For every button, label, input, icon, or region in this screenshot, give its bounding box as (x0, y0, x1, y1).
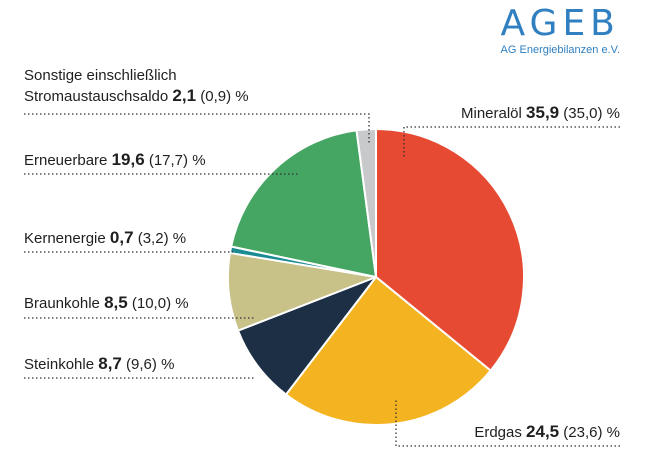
slice-sonstige (355, 128, 377, 278)
label-kernenergie-prev: (3,2) (137, 230, 169, 247)
slice-mineraloel (375, 128, 526, 372)
label-erneuerbare-value: 19,6 (111, 150, 145, 169)
label-braunkohle-prev: (10,0) (131, 295, 172, 312)
label-steinkohle-value: 8,7 (98, 354, 122, 373)
label-braunkohle: Braunkohle 8,5 (10,0) % (24, 293, 189, 314)
label-erneuerbare-prev: (17,7) (148, 152, 189, 169)
label-kernenergie: Kernenergie 0,7 (3,2) % (24, 228, 186, 249)
leader-mineraloel (403, 126, 620, 158)
leader-erdgas (395, 398, 620, 447)
label-erdgas: Erdgas 24,5 (23,6) % (474, 422, 620, 443)
label-kernenergie-value: 0,7 (109, 228, 134, 247)
label-mineraloel-unit: % (606, 105, 620, 122)
label-mineraloel-name: Mineralöl (461, 105, 522, 122)
label-steinkohle-prev: (9,6) (126, 356, 157, 373)
label-steinkohle: Steinkohle 8,7 (9,6) % (24, 354, 174, 375)
label-erneuerbare-unit: % (192, 152, 206, 169)
label-erdgas-name: Erdgas (474, 424, 522, 441)
label-sonstige-value: 2,1 (172, 86, 197, 105)
label-sonstige-prev: (0,9) (200, 88, 232, 105)
label-steinkohle-name: Steinkohle (24, 356, 95, 373)
label-braunkohle-name: Braunkohle (24, 295, 100, 312)
label-sonstige-unit: % (235, 88, 249, 105)
label-sonstige-line1: Sonstige einschließlich (24, 67, 177, 84)
logo-wordmark: AGEB (500, 3, 620, 44)
label-kernenergie-unit: % (172, 230, 187, 247)
leader-sonstige (24, 113, 370, 145)
label-sonstige-name: Stromaustauschsaldo (24, 88, 169, 105)
label-mineraloel-value: 35,9 (526, 103, 560, 122)
slice-erdgas (285, 276, 492, 426)
logo-subtitle: AG Energiebilanzen e.V. (500, 44, 620, 56)
label-mineraloel-prev: (35,0) (563, 105, 603, 122)
label-erdgas-prev: (23,6) (563, 424, 603, 441)
label-braunkohle-unit: % (175, 295, 189, 312)
label-kernenergie-name: Kernenergie (24, 230, 106, 247)
slice-erneuerbare (230, 129, 377, 278)
label-erdgas-value: 24,5 (526, 422, 560, 441)
ageb-logo: AGEB AG Energiebilanzen e.V. (500, 3, 620, 57)
label-erneuerbare-name: Erneuerbare (24, 152, 108, 169)
label-erdgas-unit: % (606, 424, 620, 441)
label-sonstige: Sonstige einschließlich Stromaustauschsa… (24, 66, 249, 107)
label-steinkohle-unit: % (161, 356, 175, 373)
label-erneuerbare: Erneuerbare 19,6 (17,7) % (24, 150, 206, 171)
label-mineraloel: Mineralöl 35,9 (35,0) % (461, 103, 620, 124)
label-braunkohle-value: 8,5 (104, 293, 128, 312)
